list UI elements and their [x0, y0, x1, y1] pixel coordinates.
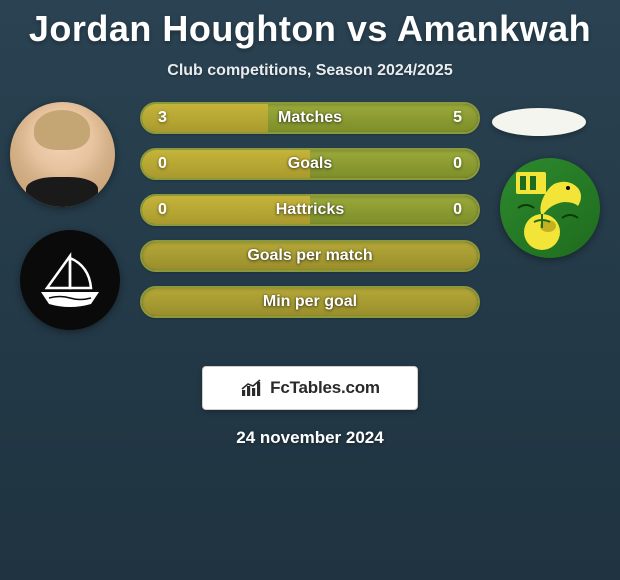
comparison-panel: 3 Matches 5 0 Goals 0 0 Hattricks 0 Goal… — [0, 102, 620, 352]
stat-bars-container: 3 Matches 5 0 Goals 0 0 Hattricks 0 Goal… — [140, 102, 480, 332]
stat-label: Matches — [278, 109, 342, 127]
stat-bar-goals-per-match: Goals per match — [140, 240, 480, 272]
stat-label: Goals per match — [247, 247, 372, 265]
canary-badge-icon — [500, 158, 600, 258]
brand-text: FcTables.com — [270, 378, 380, 398]
page-title: Jordan Houghton vs Amankwah — [0, 0, 620, 50]
brand-box[interactable]: FcTables.com — [202, 366, 418, 410]
stat-bar-goals: 0 Goals 0 — [140, 148, 480, 180]
stat-val-left: 0 — [158, 201, 167, 219]
sailboat-icon — [35, 252, 105, 308]
player-left-avatar — [10, 102, 115, 207]
stat-bar-left-fill — [142, 150, 310, 178]
stat-val-right: 5 — [453, 109, 462, 127]
club-left-badge — [20, 230, 120, 330]
stat-val-right: 0 — [453, 201, 462, 219]
stat-label: Goals — [288, 155, 332, 173]
club-right-badge — [500, 158, 600, 258]
stat-label: Hattricks — [276, 201, 344, 219]
date-line: 24 november 2024 — [0, 428, 620, 448]
player-right-avatar — [492, 108, 586, 136]
stat-val-left: 0 — [158, 155, 167, 173]
stat-label: Min per goal — [263, 293, 357, 311]
stat-val-right: 0 — [453, 155, 462, 173]
stat-bar-matches: 3 Matches 5 — [140, 102, 480, 134]
stat-val-left: 3 — [158, 109, 167, 127]
bar-chart-icon — [240, 378, 264, 398]
stat-bar-hattricks: 0 Hattricks 0 — [140, 194, 480, 226]
page-subtitle: Club competitions, Season 2024/2025 — [0, 62, 620, 80]
stat-bar-min-per-goal: Min per goal — [140, 286, 480, 318]
